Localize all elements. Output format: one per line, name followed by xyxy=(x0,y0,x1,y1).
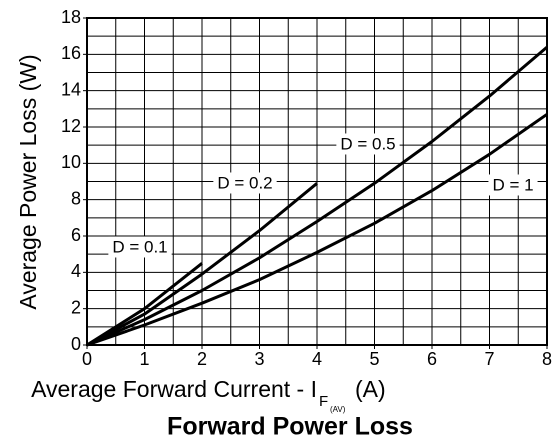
x-tick-label: 6 xyxy=(427,349,437,369)
series-line xyxy=(86,182,318,347)
y-tick-label: 4 xyxy=(71,261,81,281)
y-tick-label: 18 xyxy=(61,7,81,27)
chart-title: Forward Power Loss xyxy=(167,413,413,441)
series-label-bg xyxy=(336,133,400,155)
x-axis-unit: (A) xyxy=(355,376,386,402)
y-tick-label: 0 xyxy=(71,334,81,354)
y-tick-label: 8 xyxy=(71,188,81,208)
series-line xyxy=(86,113,548,347)
y-tick-label: 6 xyxy=(71,225,81,245)
x-axis-label: Average Forward Current - I xyxy=(31,376,317,402)
y-tick-label: 16 xyxy=(61,43,81,63)
x-tick-label: 2 xyxy=(197,349,207,369)
series-label-bg xyxy=(108,236,172,258)
series-label-bg xyxy=(213,172,277,194)
y-tick-label: 14 xyxy=(61,79,81,99)
x-tick-label: 4 xyxy=(312,349,322,369)
x-tick-label: 7 xyxy=(484,349,494,369)
y-tick-label: 12 xyxy=(61,116,81,136)
series-label: D = 0.2 xyxy=(217,173,272,192)
x-tick-label: 3 xyxy=(254,349,264,369)
x-tick-label: 0 xyxy=(82,349,92,369)
series-line xyxy=(86,262,203,347)
x-tick-label: 1 xyxy=(139,349,149,369)
x-axis-label-subsub: (AV) xyxy=(330,405,346,414)
series-line xyxy=(86,45,548,347)
series-label-bg xyxy=(488,174,538,196)
y-tick-label: 2 xyxy=(71,297,81,317)
y-axis-label: Average Power Loss (W) xyxy=(15,54,41,309)
x-axis-label-sub: F xyxy=(319,393,328,410)
y-tick-label: 10 xyxy=(61,152,81,172)
series-label: D = 0.1 xyxy=(112,237,167,256)
series-label: D = 0.5 xyxy=(340,134,395,153)
x-tick-label: 5 xyxy=(369,349,379,369)
series-label: D = 1 xyxy=(492,175,533,194)
x-tick-label: 8 xyxy=(542,349,552,369)
